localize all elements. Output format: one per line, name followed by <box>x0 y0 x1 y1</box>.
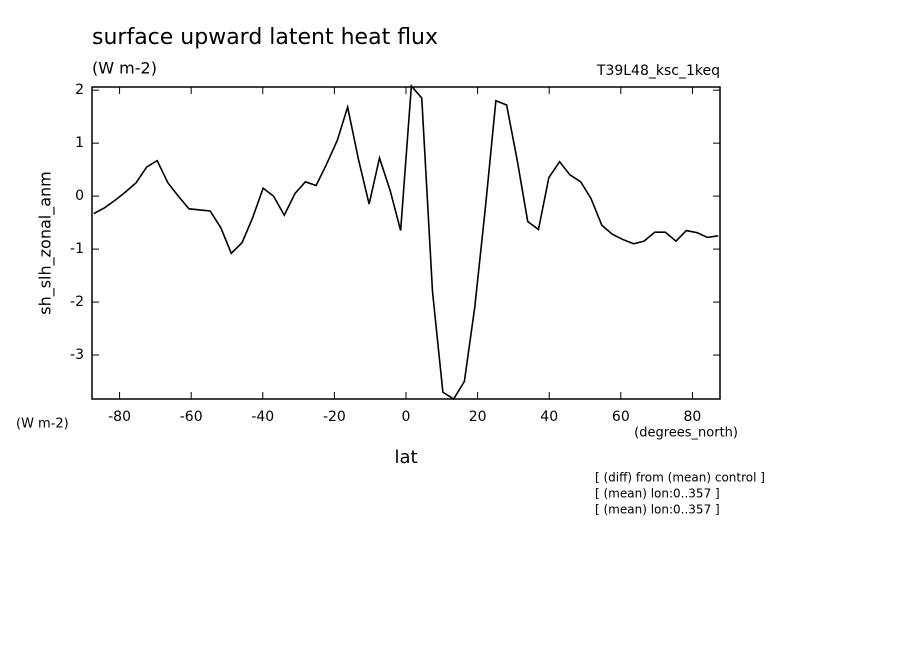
note: [ (mean) lon:0..357 ] <box>595 487 720 501</box>
y-tick-label: 0 <box>75 188 84 204</box>
x-unit-label: (degrees_north) <box>634 426 738 441</box>
experiment-label: T39L48_ksc_1keq <box>596 63 720 79</box>
note: [ (mean) lon:0..357 ] <box>595 503 720 517</box>
y-axis-label: sh_slh_zonal_anm <box>36 171 56 315</box>
y-tick-label: -1 <box>70 241 84 257</box>
plot-frame <box>91 86 721 400</box>
y-tick-label: 2 <box>75 82 84 98</box>
y-tick-label: -2 <box>70 294 84 310</box>
chart-title: surface upward latent heat flux <box>92 25 438 50</box>
note: [ (diff) from (mean) control ] <box>595 471 765 485</box>
x-tick-label: -60 <box>180 409 203 425</box>
data-line <box>93 83 719 401</box>
x-axis-label: lat <box>394 447 417 468</box>
subtitle: (W m-2) <box>92 59 157 78</box>
x-tick-label: 80 <box>684 409 702 425</box>
x-tick-label: -40 <box>251 409 274 425</box>
x-tick-label: 0 <box>402 409 411 425</box>
y-unit-label: (W m-2) <box>16 417 69 432</box>
x-tick-label: 60 <box>612 409 630 425</box>
x-tick-label: -20 <box>323 409 346 425</box>
x-tick-label: -80 <box>108 409 131 425</box>
x-tick-label: 40 <box>540 409 558 425</box>
y-tick-label: -3 <box>70 347 84 363</box>
x-tick-label: 20 <box>469 409 487 425</box>
y-tick-label: 1 <box>75 135 84 151</box>
